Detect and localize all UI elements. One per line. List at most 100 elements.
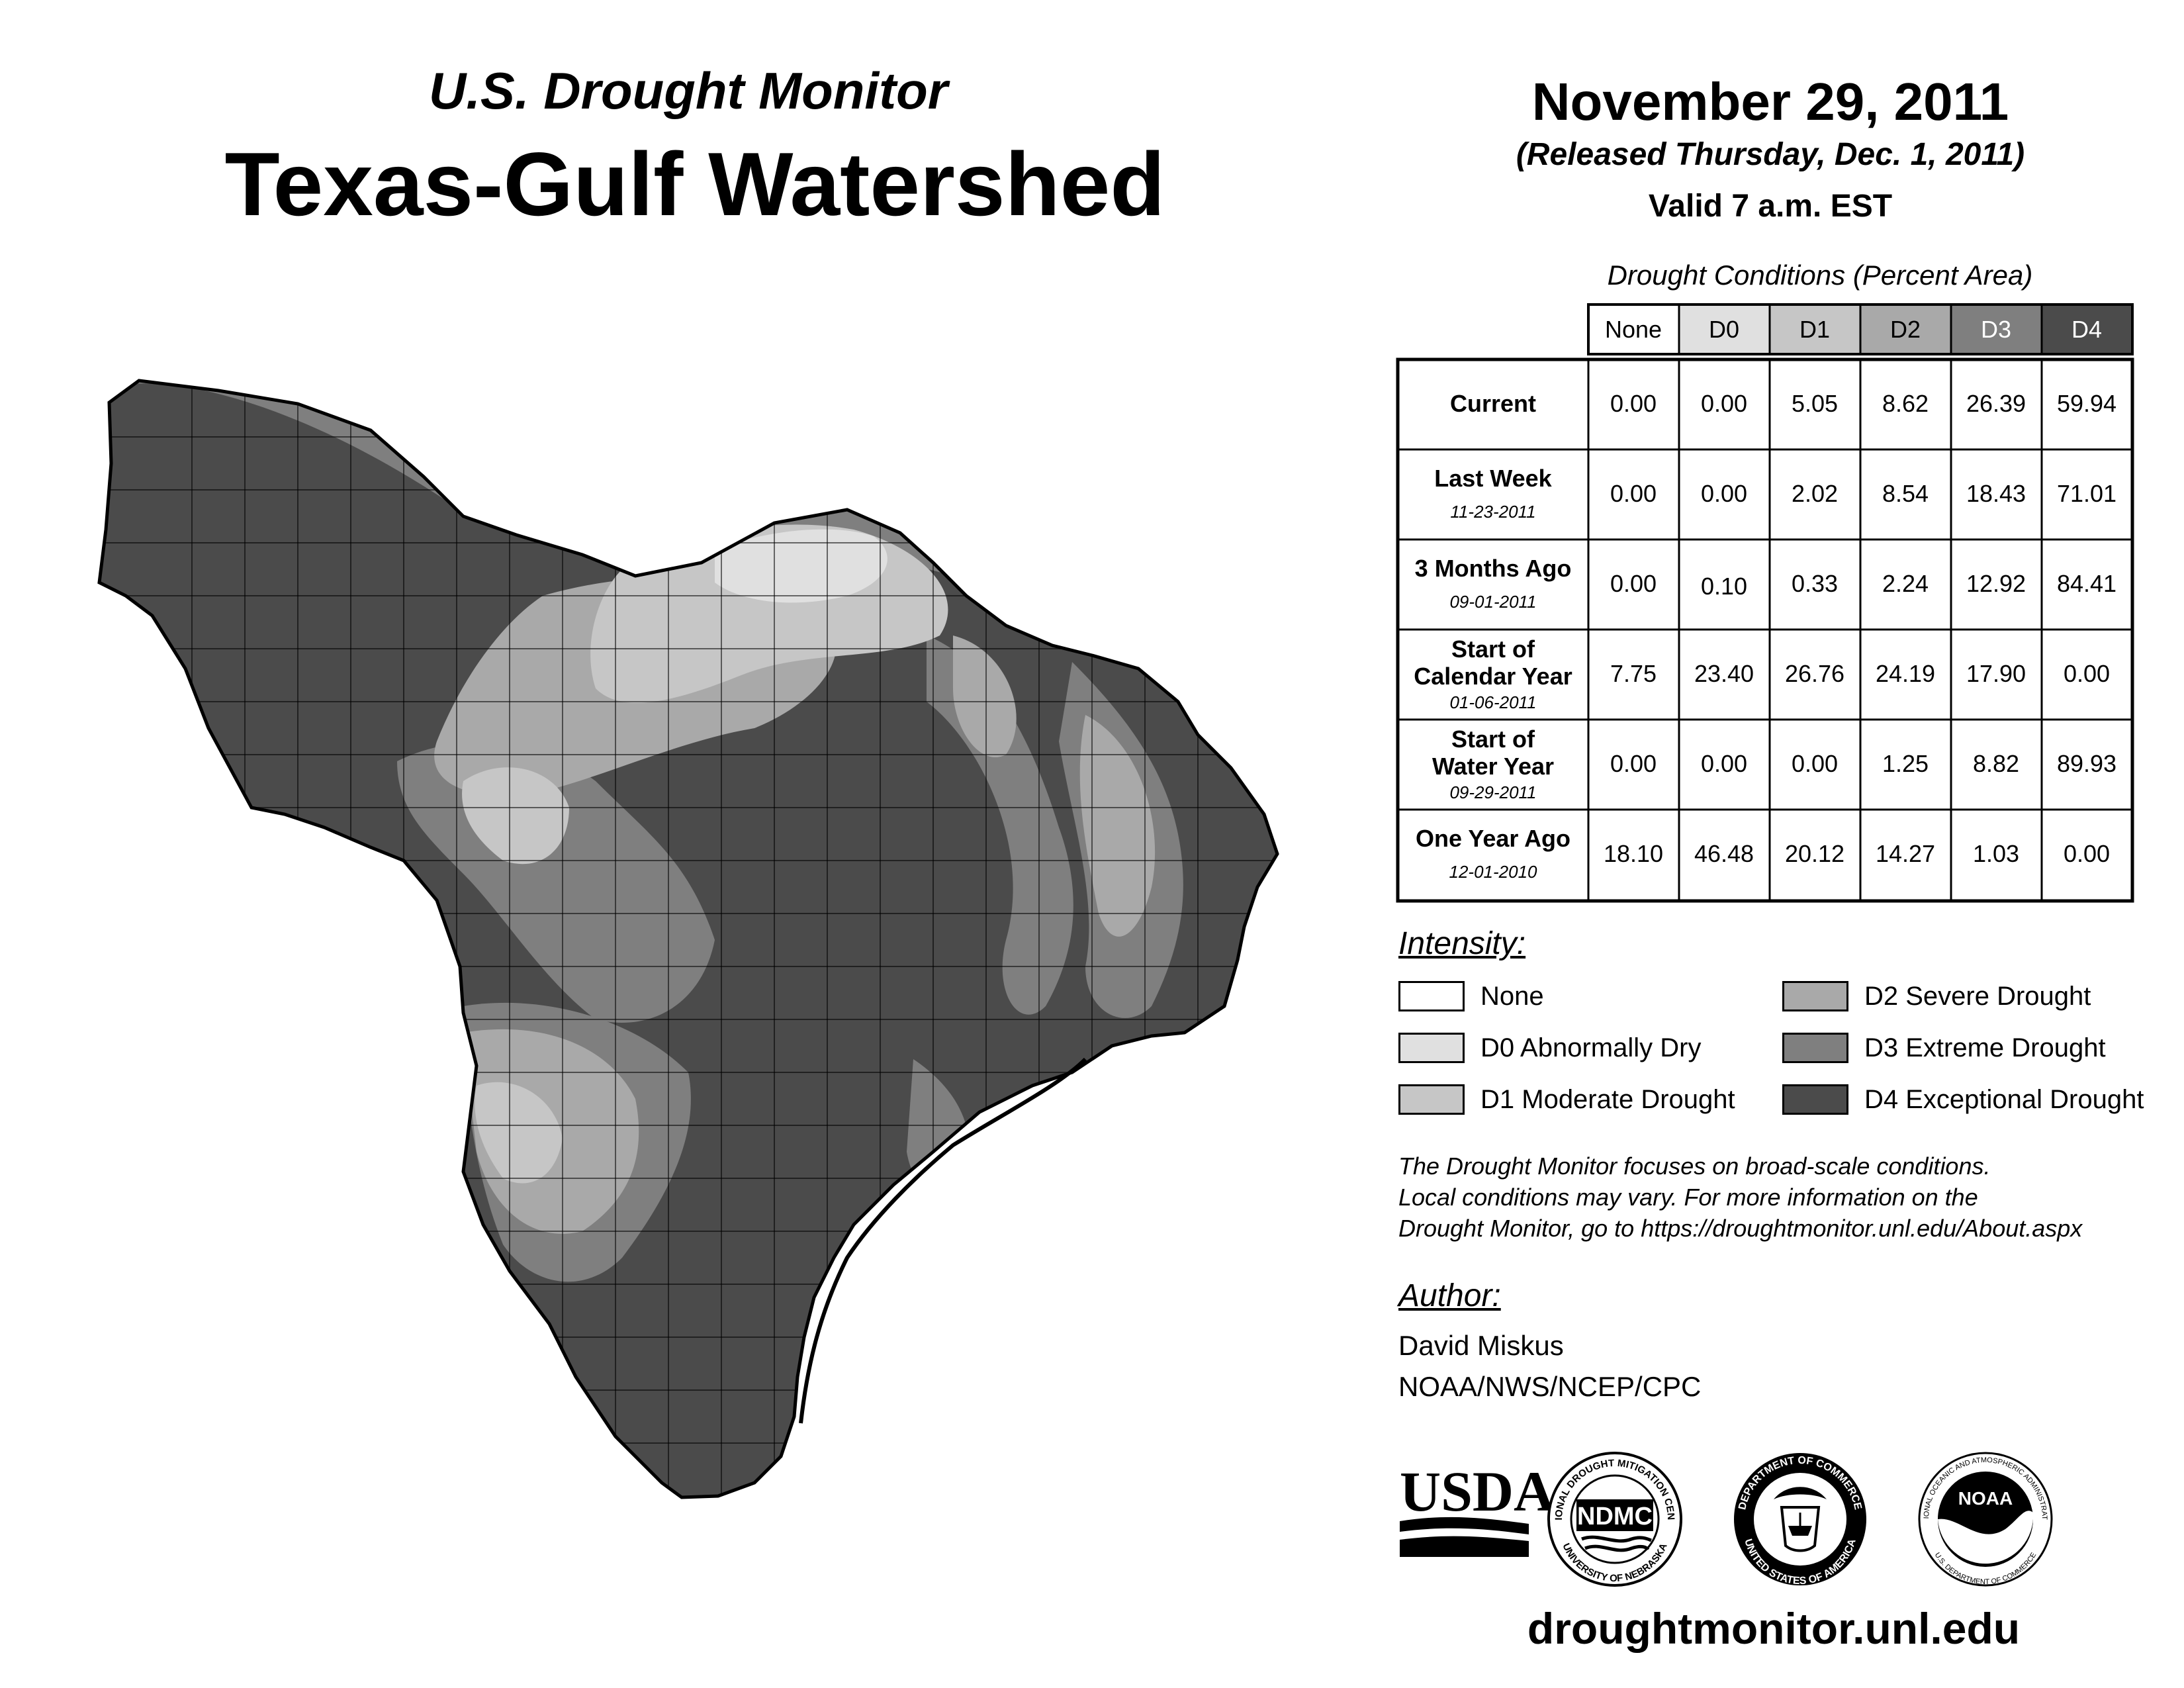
usda-logo: USDA: [1400, 1460, 1555, 1557]
cell: 0.33: [1792, 570, 1838, 597]
cell: 18.43: [1966, 480, 2026, 507]
cell: 0.00: [1701, 750, 1747, 777]
map-title: Texas-Gulf Watershed: [224, 134, 1165, 234]
row-label-one-year: One Year Ago: [1416, 825, 1570, 852]
col-header-bg-d0: [1679, 305, 1770, 354]
cell: 14.27: [1876, 840, 1935, 867]
cell: 12.92: [1966, 570, 2026, 597]
cell: 0.00: [1792, 750, 1838, 777]
release-date: (Released Thursday, Dec. 1, 2011): [1516, 137, 2025, 172]
cell: 5.05: [1792, 390, 1838, 417]
cell: 46.48: [1694, 840, 1754, 867]
agency-logos: USDA NDMC NATIONAL DROUGHT MITIGATION CE…: [1400, 1452, 2053, 1587]
col-header-d3: D3: [1981, 316, 2011, 343]
row-label-water-2: Water Year: [1432, 753, 1554, 780]
cell: 26.39: [1966, 390, 2026, 417]
drought-table: None D0 D1 D2 D3 D4 Current 0.00 0.00 5.…: [1396, 303, 2134, 903]
cell: 2.24: [1882, 570, 1929, 597]
legend-swatch: [1782, 981, 1848, 1011]
col-header-bg-d3: [1951, 305, 2042, 354]
cell: 0.00: [1610, 570, 1657, 597]
header-dividers: [1678, 305, 2043, 354]
legend-item-d2: D2 Severe Drought: [1782, 981, 2091, 1011]
gulf-coastline: [799, 1057, 1087, 1424]
disclaimer-note: The Drought Monitor focuses on broad-sca…: [1398, 1150, 2179, 1244]
cell: 0.00: [1610, 480, 1657, 507]
table-caption: Drought Conditions (Percent Area): [1607, 259, 2033, 291]
body-grid-lines: [1398, 359, 2132, 901]
ndmc-text: NDMC: [1577, 1503, 1653, 1530]
author-org: NOAA/NWS/NCEP/CPC: [1398, 1371, 1702, 1402]
noaa-bird-icon: [1938, 1511, 2034, 1564]
col-header-bg-none: [1588, 305, 1679, 354]
legend-swatch: [1782, 1033, 1848, 1063]
d1-region-southwest: [475, 1082, 563, 1184]
legend-swatch: [1398, 1084, 1465, 1115]
legend-title: Intensity:: [1398, 926, 1526, 961]
legend-item-d3: D3 Extreme Drought: [1782, 1033, 2106, 1063]
legend-swatch: [1398, 1033, 1465, 1063]
col-header-bg-d2: [1860, 305, 1951, 354]
cell: 0.00: [1701, 480, 1747, 507]
commerce-logo: DEPARTMENT OF COMMERCE UNITED STATES OF …: [1734, 1453, 1866, 1587]
col-header-d0: D0: [1709, 316, 1739, 343]
d1-region-west: [462, 767, 569, 865]
d2-region-east: [1079, 715, 1156, 937]
cell: 0.00: [1610, 390, 1657, 417]
legend-swatch: [1782, 1084, 1848, 1115]
usda-text: USDA: [1400, 1460, 1555, 1523]
cell: 1.03: [1973, 840, 2019, 867]
cell: 71.01: [2057, 480, 2116, 507]
legend-label: D3 Extreme Drought: [1864, 1033, 2106, 1062]
row-label-3-months: 3 Months Ago: [1415, 555, 1572, 582]
eagle-icon: [1774, 1487, 1827, 1499]
row-date-3-months: 09-01-2011: [1449, 592, 1536, 612]
legend-label: D1 Moderate Drought: [1480, 1084, 1735, 1114]
legend-label: D2 Severe Drought: [1864, 981, 2091, 1011]
drought-map: [0, 0, 1324, 1622]
cell: 59.94: [2057, 390, 2116, 417]
col-header-bg-d4: [2042, 305, 2132, 354]
note-line: Local conditions may vary. For more info…: [1398, 1184, 1978, 1211]
cell: 84.41: [2057, 570, 2116, 597]
legend-label: D0 Abnormally Dry: [1480, 1033, 1702, 1062]
cell: 0.00: [2064, 840, 2110, 867]
valid-time: Valid 7 a.m. EST: [1648, 189, 1893, 224]
cell: 23.40: [1694, 660, 1754, 687]
col-header-bg-d1: [1770, 305, 1860, 354]
author-block: David Miskus NOAA/NWS/NCEP/CPC: [1398, 1325, 1701, 1407]
legend-swatch: [1398, 981, 1465, 1011]
footer-url[interactable]: droughtmonitor.unl.edu: [1527, 1604, 2021, 1653]
col-header-d1: D1: [1799, 316, 1830, 343]
valid-date: November 29, 2011: [1531, 72, 2009, 131]
cell: 18.10: [1604, 840, 1663, 867]
d2-region-northeast: [953, 635, 1017, 757]
row-label-last-week: Last Week: [1434, 465, 1552, 492]
row-label-calendar-2: Calendar Year: [1414, 663, 1572, 690]
noaa-logo: NOAA NATIONAL OCEANIC AND ATMOSPHERIC AD…: [1918, 1452, 2053, 1587]
ndmc-logo: NDMC NATIONAL DROUGHT MITIGATION CENTER …: [1547, 1452, 1682, 1587]
cell: 8.82: [1973, 750, 2019, 777]
cell: 20.12: [1785, 840, 1844, 867]
cell: 1.25: [1882, 750, 1929, 777]
legend-label: None: [1480, 981, 1544, 1011]
cell: 7.75: [1610, 660, 1657, 687]
row-label-calendar-1: Start of: [1451, 635, 1535, 663]
cell: 0.00: [2064, 660, 2110, 687]
legend-item-none: None: [1398, 981, 1544, 1011]
noaa-text: NOAA: [1958, 1488, 2013, 1509]
col-header-none: None: [1605, 316, 1662, 343]
note-line: Drought Monitor, go to https://droughtmo…: [1398, 1215, 2083, 1242]
map-subtitle: U.S. Drought Monitor: [428, 62, 948, 120]
cell: 17.90: [1966, 660, 2026, 687]
cell: 26.76: [1785, 660, 1844, 687]
row-date-last-week: 11-23-2011: [1450, 502, 1535, 522]
cell: 89.93: [2057, 750, 2116, 777]
legend-item-d1: D1 Moderate Drought: [1398, 1084, 1735, 1115]
cell: 0.00: [1610, 750, 1657, 777]
author-heading: Author:: [1398, 1278, 1501, 1313]
note-line: The Drought Monitor focuses on broad-sca…: [1398, 1152, 1991, 1180]
cell: 2.02: [1792, 480, 1838, 507]
usda-field-icon: [1400, 1517, 1529, 1534]
d0-region-redriver: [715, 529, 887, 603]
